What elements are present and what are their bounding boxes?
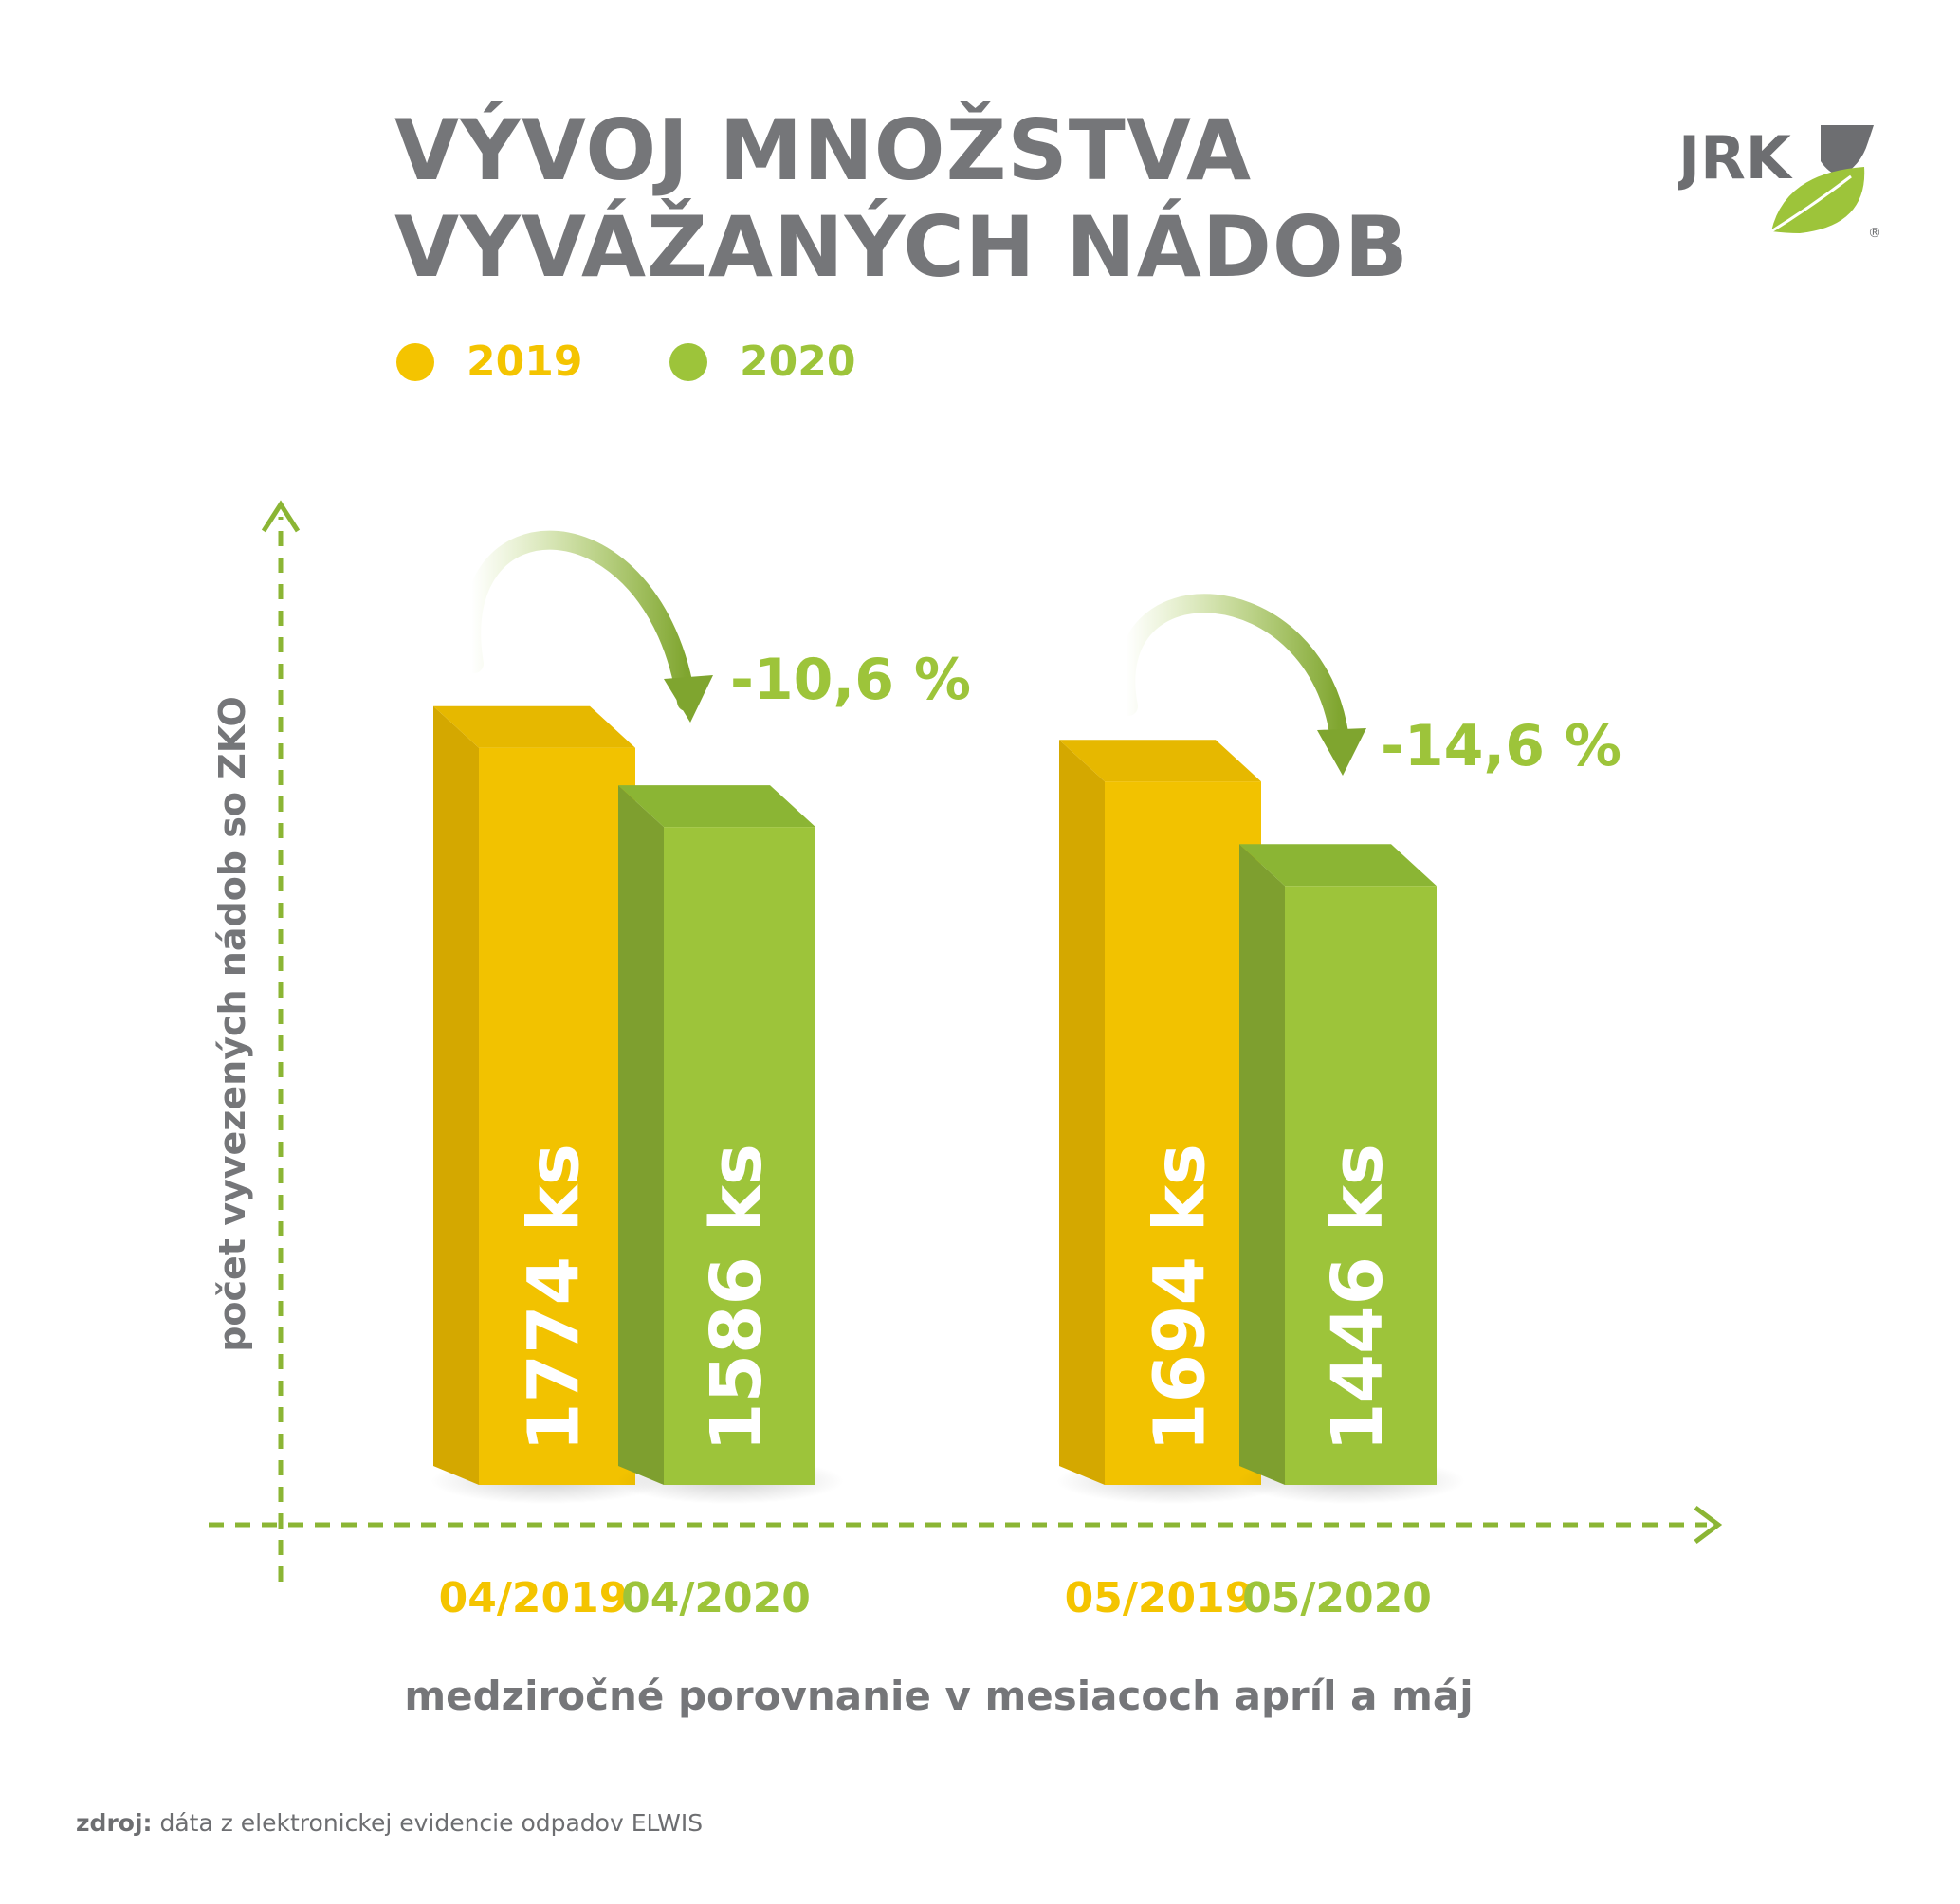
bar-side-face xyxy=(433,705,479,1485)
legend-dot-2020 xyxy=(669,342,707,381)
x-tick-label: 04/2020 xyxy=(621,1574,811,1622)
bar-front-face xyxy=(664,827,815,1485)
change-label-may: -14,6 % xyxy=(1381,713,1621,779)
jrk-logo: JRK ® xyxy=(1678,123,1881,241)
bar-top-face xyxy=(1059,740,1261,782)
y-axis-label: počet vyvezených nádob so ZKO xyxy=(211,696,253,1352)
source-note: zdroj: dáta z elektronickej evidencie od… xyxy=(76,1809,703,1837)
bar-top-face xyxy=(433,705,635,748)
x-axis-arrow-icon xyxy=(1694,1506,1723,1544)
bar-side-face xyxy=(618,785,664,1485)
change-arrow-may-icon xyxy=(1116,594,1349,749)
logo-text: JRK xyxy=(1678,123,1793,192)
legend-item-2019: 2019 xyxy=(396,338,582,386)
title-line-2: VYVÁŽANÝCH NÁDOB xyxy=(394,198,1409,296)
y-axis-arrow-icon xyxy=(261,500,301,533)
legend-dot-2019 xyxy=(396,342,434,381)
bars-group: 1774 ks 1586 ks 1694 ks 1446 ks xyxy=(430,705,1465,1504)
bar-value-label: 1774 ks xyxy=(514,1144,595,1452)
x-axis-label: medziročné porovnanie v mesiacoch apríl … xyxy=(404,1673,1473,1719)
logo-mark-icon xyxy=(1821,125,1874,176)
bar-05/2019: 1694 ks xyxy=(1055,740,1291,1504)
chart-title: VÝVOJ MNOŽSTVA VYVÁŽANÝCH NÁDOB xyxy=(394,102,1409,296)
x-tick-label: 04/2019 xyxy=(439,1574,629,1622)
legend-label-2019: 2019 xyxy=(467,338,583,386)
bar-front-face xyxy=(479,747,635,1485)
legend-label-2020: 2020 xyxy=(740,338,856,386)
bar-front-face xyxy=(1105,781,1261,1485)
bar-value-label: 1694 ks xyxy=(1140,1144,1221,1452)
change-arrow-april-head-icon xyxy=(664,675,713,723)
bar-side-face xyxy=(1059,740,1105,1485)
x-tick-label: 05/2020 xyxy=(1242,1574,1432,1622)
legend: 2019 2020 xyxy=(0,338,1960,394)
title-line-1: VÝVOJ MNOŽSTVA xyxy=(394,101,1253,199)
x-tick-label: 05/2019 xyxy=(1065,1574,1255,1622)
change-arrow-may-head-icon xyxy=(1317,728,1366,776)
bar-value-label: 1586 ks xyxy=(696,1144,778,1452)
legend-item-2020: 2020 xyxy=(669,338,855,386)
bar-value-label: 1446 ks xyxy=(1317,1144,1399,1452)
change-arrow-april-icon xyxy=(462,530,696,711)
bar-04/2019: 1774 ks xyxy=(430,705,666,1504)
bar-side-face xyxy=(1239,844,1285,1485)
source-prefix: zdroj: xyxy=(76,1809,153,1837)
change-label-april: -10,6 % xyxy=(730,647,971,713)
bar-04/2020: 1586 ks xyxy=(616,785,844,1504)
bar-top-face xyxy=(618,785,815,828)
bar-front-face xyxy=(1285,886,1437,1485)
source-text: dáta z elektronickej evidencie odpadov E… xyxy=(152,1809,704,1837)
bar-05/2020: 1446 ks xyxy=(1237,844,1465,1504)
bar-top-face xyxy=(1239,844,1437,887)
leaf-vein-icon xyxy=(1770,174,1852,233)
registered-mark-icon: ® xyxy=(1868,226,1881,241)
